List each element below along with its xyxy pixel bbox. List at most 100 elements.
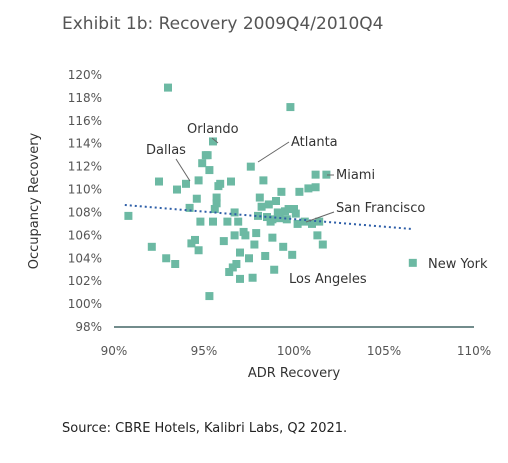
scatter-point [257, 202, 266, 211]
y-axis-ticks: 98% 100% 102% 104% 106% 108% 110% 112% 114% 116% 1… [68, 68, 102, 334]
scatter-point [288, 250, 297, 259]
annotation-leader-line [305, 211, 335, 223]
y-tick-label: 106% [68, 228, 102, 242]
scatter-point [408, 258, 417, 267]
scatter-point [268, 233, 277, 242]
y-tick-label: 98% [75, 320, 102, 334]
scatter-point [225, 268, 234, 277]
scatter-point [273, 208, 282, 217]
scatter-point [205, 166, 214, 175]
scatter-point [290, 205, 298, 214]
scatter-point [203, 151, 212, 160]
city-label: San Francisco [336, 201, 425, 216]
scatter-point [282, 215, 291, 224]
scatter-point [252, 229, 261, 238]
x-tick-label: 90% [101, 344, 128, 358]
scatter-point [311, 183, 320, 192]
scatter-point [272, 197, 280, 205]
city-label: Dallas [146, 143, 186, 158]
scatter-point [270, 265, 279, 274]
scatter-point [254, 211, 262, 220]
scatter-point [223, 217, 232, 226]
scatter-point [230, 208, 239, 217]
scatter-point [264, 200, 273, 209]
scatter-point [261, 251, 270, 260]
scatter-point [263, 213, 271, 222]
y-tick-label: 102% [68, 274, 102, 288]
scatter-point [259, 176, 268, 185]
scatter-point [194, 176, 203, 185]
scatter-point [291, 209, 300, 218]
scatter-point [205, 292, 214, 301]
y-tick-label: 104% [68, 251, 102, 265]
scatter-point [227, 177, 235, 186]
annotation-leader-line [211, 137, 219, 144]
scatter-point [318, 240, 327, 249]
scatter-point [246, 162, 255, 171]
scatter-point [322, 170, 331, 179]
y-tick-label: 112% [68, 160, 102, 174]
y-tick-label: 120% [68, 68, 102, 82]
scatter-point [232, 260, 241, 268]
x-axis-ticks: 90% 95% 100% 105% 110% [101, 344, 491, 358]
x-tick-label: 95% [191, 344, 218, 358]
scatter-point [173, 185, 181, 194]
scatter-point [236, 274, 244, 283]
scatter-point [124, 211, 133, 220]
scatter-point [236, 248, 244, 257]
city-label: Miami [336, 168, 375, 183]
scatter-point [212, 193, 221, 202]
scatter-point [210, 205, 219, 214]
scatter-point [209, 137, 217, 146]
scatter-point [162, 254, 171, 263]
scatter-point [284, 205, 293, 214]
scatter-point [255, 193, 264, 202]
annotation-leader-line [257, 141, 290, 163]
scatter-point [196, 217, 205, 226]
scatter-point [304, 184, 313, 193]
x-tick-label: 110% [457, 344, 491, 358]
scatter-point [241, 231, 250, 240]
scatter-point [219, 237, 228, 246]
scatter-point [147, 242, 156, 251]
data-points [124, 83, 417, 301]
scatter-point [268, 215, 277, 224]
x-tick-label: 100% [277, 344, 311, 358]
scatter-point [245, 254, 253, 263]
scatter-point [313, 231, 322, 240]
scatter-point [194, 246, 203, 255]
chart-title: Exhibit 1b: Recovery 2009Q4/2010Q4 [62, 14, 384, 34]
y-tick-label: 118% [68, 91, 102, 105]
trendline [124, 204, 413, 231]
x-tick-label: 105% [367, 344, 401, 358]
scatter-point [279, 242, 288, 251]
scatter-point [191, 235, 199, 244]
y-tick-label: 100% [68, 297, 102, 311]
y-tick-label: 116% [68, 114, 102, 128]
scatter-point [250, 240, 259, 249]
scatter-point [286, 103, 295, 112]
scatter-point [277, 187, 286, 196]
scatter-point [209, 217, 217, 226]
scatter-point [216, 179, 225, 188]
scatter-point [311, 170, 320, 179]
y-tick-label: 114% [68, 137, 102, 151]
scatter-point [234, 217, 243, 226]
annotation-leader-line [175, 158, 191, 182]
scatter-point [198, 159, 207, 168]
source-note: Source: CBRE Hotels, Kalibri Labs, Q2 20… [62, 421, 348, 436]
scatter-point [182, 179, 190, 188]
scatter-point [300, 217, 309, 226]
scatter-point [308, 219, 316, 228]
city-label: Atlanta [291, 135, 338, 150]
scatter-point [155, 177, 163, 186]
x-axis-title: ADR Recovery [248, 366, 341, 381]
scatter-point [212, 199, 221, 208]
scatter-point [248, 273, 257, 282]
scatter-point [192, 194, 201, 203]
y-tick-label: 108% [68, 205, 102, 219]
scatter-point [164, 83, 172, 92]
scatter-point [171, 260, 180, 268]
